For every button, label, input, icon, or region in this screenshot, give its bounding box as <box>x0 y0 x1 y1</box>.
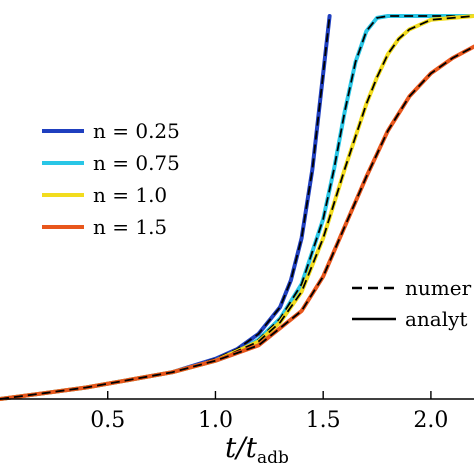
series-dashed-3 <box>0 45 474 400</box>
style-legend-label: numer <box>405 276 472 300</box>
x-tick-label: 2.0 <box>413 408 448 433</box>
series-dashed-2 <box>0 15 474 400</box>
x-axis-label: t/tadb <box>225 431 289 468</box>
series-dashed-0 <box>0 15 331 400</box>
legend-label: n = 1.5 <box>93 215 167 239</box>
x-ticks: 0.5 1.0 1.5 2.0 <box>90 391 448 433</box>
x-tick-label: 0.5 <box>90 408 125 433</box>
series-line-0 <box>0 14 332 401</box>
legend-label: n = 0.25 <box>93 119 180 143</box>
series-line-3 <box>0 44 474 401</box>
style-legend: numer analyt <box>352 276 472 331</box>
series-line-1 <box>0 14 474 401</box>
series-dashed-1 <box>0 15 474 400</box>
style-legend-label: analyt <box>405 307 467 331</box>
curves-layer <box>0 14 474 401</box>
x-tick-label: 1.0 <box>198 408 233 433</box>
legend-label: n = 0.75 <box>93 151 180 175</box>
series-line-2 <box>0 14 474 401</box>
x-tick-label: 1.5 <box>306 408 341 433</box>
legend-label: n = 1.0 <box>93 183 167 207</box>
legend: n = 0.25 n = 0.75 n = 1.0 n = 1.5 <box>42 119 180 239</box>
